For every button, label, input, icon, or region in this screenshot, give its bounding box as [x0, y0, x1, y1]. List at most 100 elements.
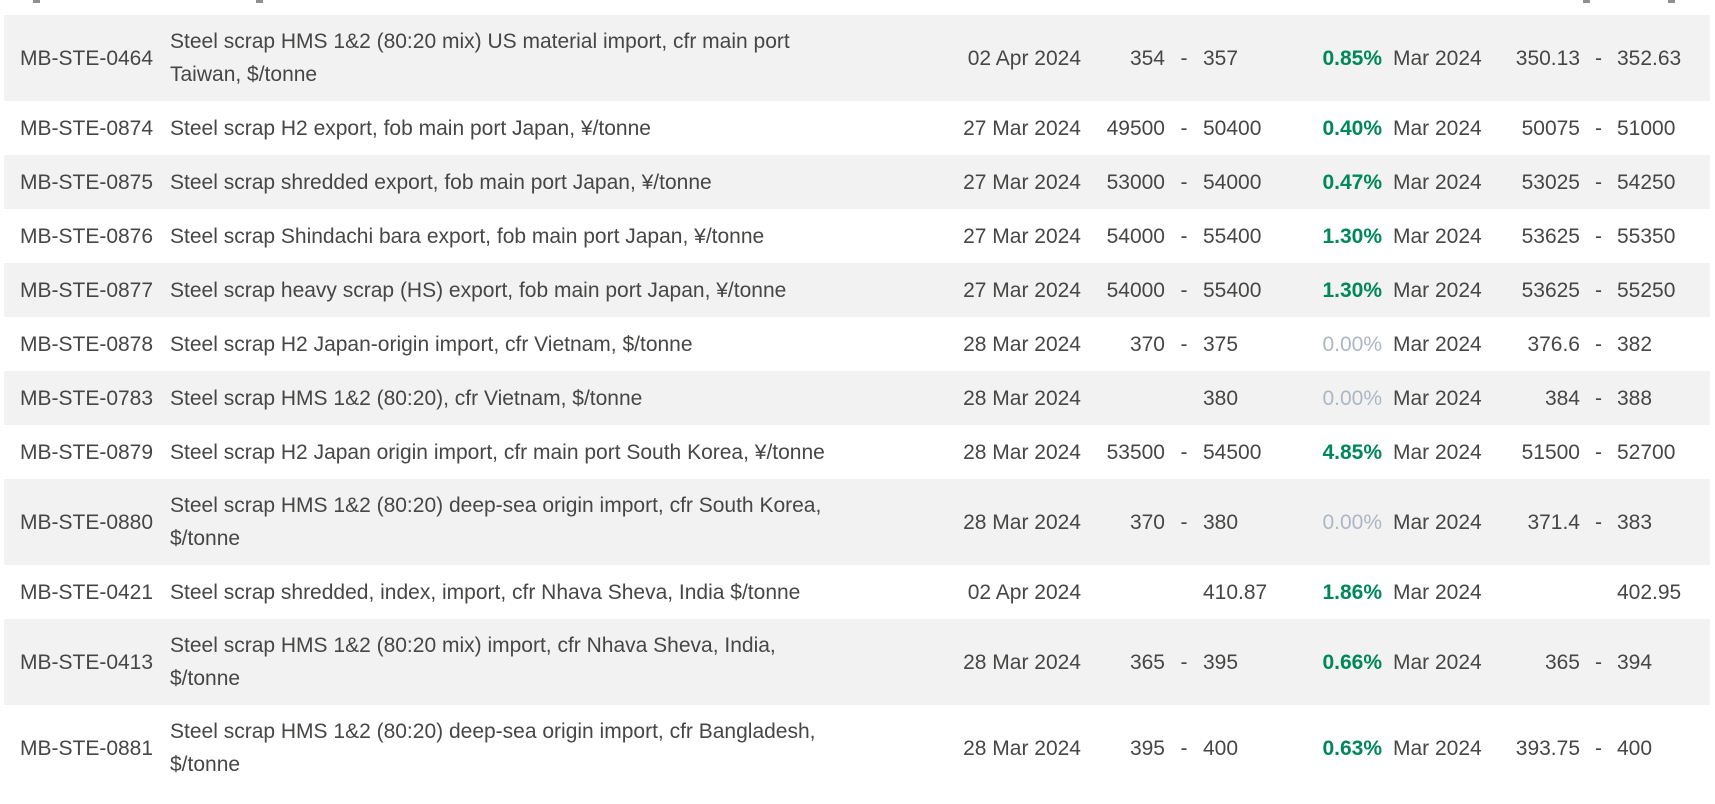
month-average-low: 53625	[1521, 278, 1580, 302]
average-month: Mar 2024	[1393, 386, 1482, 410]
percent-change: 4.85%	[1322, 440, 1382, 464]
price-high: 380	[1203, 510, 1239, 534]
month-range-separator: -	[1595, 116, 1602, 140]
symbol-id: MB-STE-0413	[20, 650, 154, 674]
month-range-separator: -	[1595, 278, 1602, 302]
percent-change: 0.00%	[1322, 332, 1382, 356]
range-separator: -	[1180, 46, 1188, 70]
clipped-header-fragment	[1668, 0, 1675, 3]
table-row[interactable]: MB-STE-0877 Steel scrap heavy scrap (HS)…	[4, 263, 1710, 317]
assessment-date: 28 Mar 2024	[963, 332, 1081, 356]
percent-change: 1.30%	[1322, 278, 1382, 302]
price-description: Steel scrap HMS 1&2 (80:20 mix) US mater…	[170, 30, 790, 86]
price-high: 50400	[1203, 116, 1262, 140]
price-high: 400	[1203, 736, 1239, 760]
month-average-low: 53625	[1521, 224, 1580, 248]
month-range-separator: -	[1595, 510, 1602, 534]
range-separator: -	[1180, 440, 1188, 464]
clipped-header-fragment	[33, 0, 40, 3]
month-range-separator: -	[1595, 736, 1602, 760]
table-row[interactable]: MB-STE-0881 Steel scrap HMS 1&2 (80:20) …	[4, 705, 1710, 791]
percent-change: 0.00%	[1322, 386, 1382, 410]
table-row[interactable]: MB-STE-0875 Steel scrap shredded export,…	[4, 155, 1710, 209]
month-average-low: 50075	[1521, 116, 1580, 140]
price-high: 54500	[1203, 440, 1262, 464]
price-low: 354	[1129, 46, 1165, 70]
average-month: Mar 2024	[1393, 650, 1482, 674]
price-low: 53500	[1106, 440, 1165, 464]
table-row[interactable]: MB-STE-0878 Steel scrap H2 Japan-origin …	[4, 317, 1710, 371]
table-row[interactable]: MB-STE-0413 Steel scrap HMS 1&2 (80:20 m…	[4, 619, 1710, 705]
table-row[interactable]: MB-STE-0464 Steel scrap HMS 1&2 (80:20 m…	[4, 15, 1710, 101]
month-average-low: 365	[1544, 650, 1580, 674]
price-high: 375	[1203, 332, 1239, 356]
month-average-high: 402.95	[1617, 580, 1682, 604]
average-month: Mar 2024	[1393, 332, 1482, 356]
month-average-high: 51000	[1617, 116, 1676, 140]
symbol-id: MB-STE-0880	[20, 510, 154, 534]
symbol-id: MB-STE-0421	[20, 580, 154, 604]
price-high: 410.87	[1203, 580, 1268, 604]
month-average-high: 352.63	[1617, 46, 1682, 70]
range-separator: -	[1180, 278, 1188, 302]
month-average-high: 55250	[1617, 278, 1676, 302]
month-average-low: 371.4	[1527, 510, 1580, 534]
price-high: 357	[1203, 46, 1239, 70]
table-row[interactable]: MB-STE-0879 Steel scrap H2 Japan origin …	[4, 425, 1710, 479]
symbol-id: MB-STE-0877	[20, 278, 154, 302]
symbol-id: MB-STE-0881	[20, 736, 154, 760]
price-high: 55400	[1203, 224, 1262, 248]
percent-change: 0.66%	[1322, 650, 1382, 674]
month-average-high: 52700	[1617, 440, 1676, 464]
price-description: Steel scrap H2 export, fob main port Jap…	[170, 116, 651, 140]
symbol-id: MB-STE-0876	[20, 224, 154, 248]
price-high: 54000	[1203, 170, 1262, 194]
price-low: 395	[1129, 736, 1165, 760]
average-month: Mar 2024	[1393, 116, 1482, 140]
clipped-header-fragment	[1583, 0, 1590, 3]
price-low: 54000	[1106, 278, 1165, 302]
price-low: 370	[1129, 332, 1165, 356]
month-average-low: 53025	[1521, 170, 1580, 194]
assessment-date: 02 Apr 2024	[967, 580, 1081, 604]
assessment-date: 28 Mar 2024	[963, 386, 1081, 410]
month-range-separator: -	[1595, 650, 1602, 674]
price-low: 365	[1129, 650, 1165, 674]
range-separator: -	[1180, 116, 1188, 140]
table-row[interactable]: MB-STE-0421 Steel scrap shredded, index,…	[4, 565, 1710, 619]
price-low: 370	[1129, 510, 1165, 534]
price-table-body: MB-STE-0464 Steel scrap HMS 1&2 (80:20 m…	[0, 15, 1715, 791]
range-separator: -	[1180, 650, 1188, 674]
clipped-header-row	[0, 0, 1715, 4]
range-separator: -	[1180, 510, 1188, 534]
assessment-date: 28 Mar 2024	[963, 510, 1081, 534]
range-separator: -	[1180, 736, 1188, 760]
price-description: Steel scrap H2 Japan-origin import, cfr …	[170, 332, 693, 356]
month-range-separator: -	[1595, 46, 1602, 70]
month-average-low: 51500	[1521, 440, 1580, 464]
average-month: Mar 2024	[1393, 46, 1482, 70]
price-low: 54000	[1106, 224, 1165, 248]
table-row[interactable]: MB-STE-0783 Steel scrap HMS 1&2 (80:20),…	[4, 371, 1710, 425]
assessment-date: 28 Mar 2024	[963, 650, 1081, 674]
average-month: Mar 2024	[1393, 278, 1482, 302]
month-average-high: 400	[1617, 736, 1653, 760]
assessment-date: 02 Apr 2024	[967, 46, 1081, 70]
month-average-high: 383	[1617, 510, 1653, 534]
month-average-high: 394	[1617, 650, 1653, 674]
price-description: Steel scrap shredded export, fob main po…	[170, 170, 712, 194]
percent-change: 0.47%	[1322, 170, 1382, 194]
month-average-low: 350.13	[1515, 46, 1580, 70]
table-row[interactable]: MB-STE-0874 Steel scrap H2 export, fob m…	[4, 101, 1710, 155]
percent-change: 1.86%	[1322, 580, 1382, 604]
price-description: Steel scrap HMS 1&2 (80:20) deep-sea ori…	[170, 494, 822, 550]
table-row[interactable]: MB-STE-0880 Steel scrap HMS 1&2 (80:20) …	[4, 479, 1710, 565]
assessment-date: 27 Mar 2024	[963, 278, 1081, 302]
assessment-date: 27 Mar 2024	[963, 170, 1081, 194]
table-row[interactable]: MB-STE-0876 Steel scrap Shindachi bara e…	[4, 209, 1710, 263]
month-average-high: 388	[1617, 386, 1653, 410]
assessment-date: 27 Mar 2024	[963, 224, 1081, 248]
month-average-high: 55350	[1617, 224, 1676, 248]
average-month: Mar 2024	[1393, 736, 1482, 760]
price-low: 53000	[1106, 170, 1165, 194]
